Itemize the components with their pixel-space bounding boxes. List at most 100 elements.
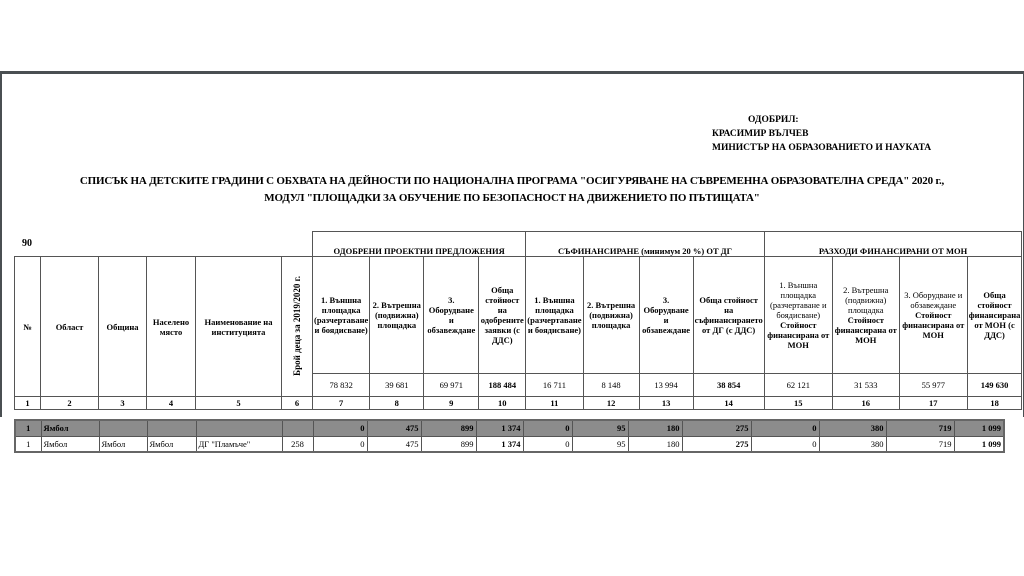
total-cell: 62 121 <box>763 373 833 397</box>
table-cell: ДГ "Пламъче" <box>195 435 283 453</box>
total-cell: 188 484 <box>478 373 527 397</box>
table-cell: 1 099 <box>953 435 1005 453</box>
title-line-1: СПИСЪК НА ДЕТСКИТЕ ГРАДИНИ С ОБХВАТА НА … <box>79 175 945 187</box>
col-municipality: Община <box>98 256 147 397</box>
total-cell: 69 971 <box>423 373 480 397</box>
table-cell: Ямбол <box>40 419 100 437</box>
group-cofinancing: СЪФИНАНСИРАНЕ (минимум 20 %) ОТ ДГ <box>525 231 765 257</box>
column-number: 6 <box>281 396 313 410</box>
table-cell <box>281 419 314 437</box>
column-number: 7 <box>311 396 371 410</box>
table-cell: 475 <box>366 419 422 437</box>
group-approved: ОДОБРЕНИ ПРОЕКТНИ ПРЕДЛОЖЕНИЯ <box>311 231 527 257</box>
table-cell <box>98 419 148 437</box>
total-cell: 38 854 <box>692 373 765 397</box>
col-17: 3. Оборудване и обзавеждане Стойност фина… <box>898 256 968 374</box>
total-cell: 149 630 <box>966 373 1023 397</box>
table-cell: 95 <box>571 419 629 437</box>
table-cell: Ямбол <box>40 435 100 453</box>
table-cell: 380 <box>818 419 887 437</box>
title-line-2: МОДУЛ "ПЛОЩАДКИ ЗА ОБУЧЕНИЕ ПО БЕЗОПАСНО… <box>264 192 760 204</box>
approval-block: ОДОБРИЛ: КРАСИМИР ВЪЛЧЕВ МИНИСТЪР НА ОБР… <box>712 113 931 155</box>
table-cell: 1 <box>14 435 42 453</box>
col-16: 2. Вътрешна (подвижна) площадка Стойност … <box>831 256 900 374</box>
approver-title: МИНИСТЪР НА ОБРАЗОВАНИЕТО И НАУКАТА <box>712 143 932 153</box>
table-cell: 1 099 <box>953 419 1005 437</box>
group-mon: РАЗХОДИ ФИНАНСИРАНИ ОТ МОН <box>763 231 1023 257</box>
column-number: 12 <box>582 396 640 410</box>
table-cell: 719 <box>885 435 955 453</box>
region-row: 1 Ямбол 0 475 899 1 374 0 95 180 275 0 380 719 1 099 <box>14 419 1005 437</box>
col-15: 1. Външна площадка (разчертаване и бояди… <box>763 256 833 374</box>
table-cell: 0 <box>522 435 573 453</box>
col-9: 3. Оборудване и обзавеждане <box>423 256 480 374</box>
total-cell: 31 533 <box>831 373 900 397</box>
column-number: 3 <box>98 396 147 410</box>
group-header-row: ОДОБРЕНИ ПРОЕКТНИ ПРЕДЛОЖЕНИЯ СЪФИНАНСИР… <box>14 231 1023 257</box>
approval-label: ОДОБРИЛ: <box>748 115 799 125</box>
table-cell: 719 <box>885 419 955 437</box>
column-number-row: 1 2 3 4 5 6 7 8 9 10 11 12 13 14 15 16 17 18 <box>14 396 1023 410</box>
total-cell: 78 832 <box>311 373 371 397</box>
column-header-row: № Област Община Населено място Наименова… <box>14 256 1023 397</box>
table-cell: 275 <box>681 435 752 453</box>
column-number: 5 <box>195 396 282 410</box>
table-cell: 475 <box>366 435 422 453</box>
col-region: Област <box>40 256 99 397</box>
table-cell <box>146 419 197 437</box>
column-number: 9 <box>423 396 480 410</box>
col-number: № <box>14 256 41 397</box>
table-cell: 95 <box>571 435 629 453</box>
column-number: 18 <box>966 396 1023 410</box>
table-cell: 0 <box>750 419 820 437</box>
table-cell: 0 <box>522 419 573 437</box>
column-number: 4 <box>146 396 196 410</box>
document-title: СПИСЪК НА ДЕТСКИТЕ ГРАДИНИ С ОБХВАТА НА … <box>0 173 1024 207</box>
data-table: 1 Ямбол 0 475 899 1 374 0 95 180 275 0 380 719 1 099 1… <box>14 419 1005 453</box>
column-number: 16 <box>831 396 900 410</box>
total-cell: 39 681 <box>369 373 425 397</box>
col-18: Обща стойност финансирана от МОН (с ДДС) <box>966 256 1023 374</box>
total-cell: 8 148 <box>582 373 640 397</box>
table-cell: Ямбол <box>146 435 197 453</box>
column-number: 11 <box>525 396 584 410</box>
table-cell: 0 <box>312 419 368 437</box>
total-cell: 13 994 <box>638 373 694 397</box>
table-row: 1 Ямбол Ямбол Ямбол ДГ "Пламъче" 258 0 475 899 1 … <box>14 435 1005 453</box>
column-number: 1 <box>14 396 41 410</box>
totals-row: 78 832 39 681 69 971 188 484 16 711 8 14… <box>15 373 1023 397</box>
table-cell <box>195 419 283 437</box>
table-cell: 180 <box>627 435 683 453</box>
table-cell: 1 374 <box>475 435 524 453</box>
table-cell: 1 374 <box>475 419 524 437</box>
col-12: 2. Вътрешна (подвижна) площадка <box>582 256 640 374</box>
total-cell: 55 977 <box>898 373 968 397</box>
col-14: Обща стойност на съфинансирането от ДГ (… <box>692 256 765 374</box>
table-cell: 180 <box>627 419 683 437</box>
table-cell: 1 <box>14 419 42 437</box>
column-number: 13 <box>638 396 694 410</box>
column-number: 10 <box>478 396 527 410</box>
approver-name: КРАСИМИР ВЪЛЧЕВ <box>712 129 809 139</box>
table-cell: 0 <box>750 435 820 453</box>
table-cell: 0 <box>312 435 368 453</box>
header-table: ОДОБРЕНИ ПРОЕКТНИ ПРЕДЛОЖЕНИЯ СЪФИНАНСИР… <box>14 231 1023 410</box>
table-cell: Ямбол <box>98 435 148 453</box>
table-cell: 275 <box>681 419 752 437</box>
table-cell: 258 <box>281 435 314 453</box>
table-cell: 380 <box>818 435 887 453</box>
column-number: 17 <box>898 396 968 410</box>
table-cell: 899 <box>420 419 477 437</box>
col-7: 1. Външна площадка (разчертаване и бояди… <box>311 256 371 374</box>
col-8: 2. Вътрешна (подвижна) площадка <box>369 256 425 374</box>
col-children: Брой деца за 2019/2020 г. <box>281 256 313 397</box>
col-11: 1. Външна площадка (разчертаване и бояди… <box>525 256 584 374</box>
column-number: 15 <box>763 396 833 410</box>
col-institution: Наименование на институцията <box>195 256 282 397</box>
col-settlement: Населено място <box>146 256 196 397</box>
col-10: Обща стойност на одобрените заявки (с ДД… <box>478 256 527 374</box>
col-13: 3. Оборудване и обзавеждане <box>638 256 694 374</box>
total-cell: 16 711 <box>525 373 584 397</box>
column-number: 8 <box>369 396 425 410</box>
table-cell: 899 <box>420 435 477 453</box>
